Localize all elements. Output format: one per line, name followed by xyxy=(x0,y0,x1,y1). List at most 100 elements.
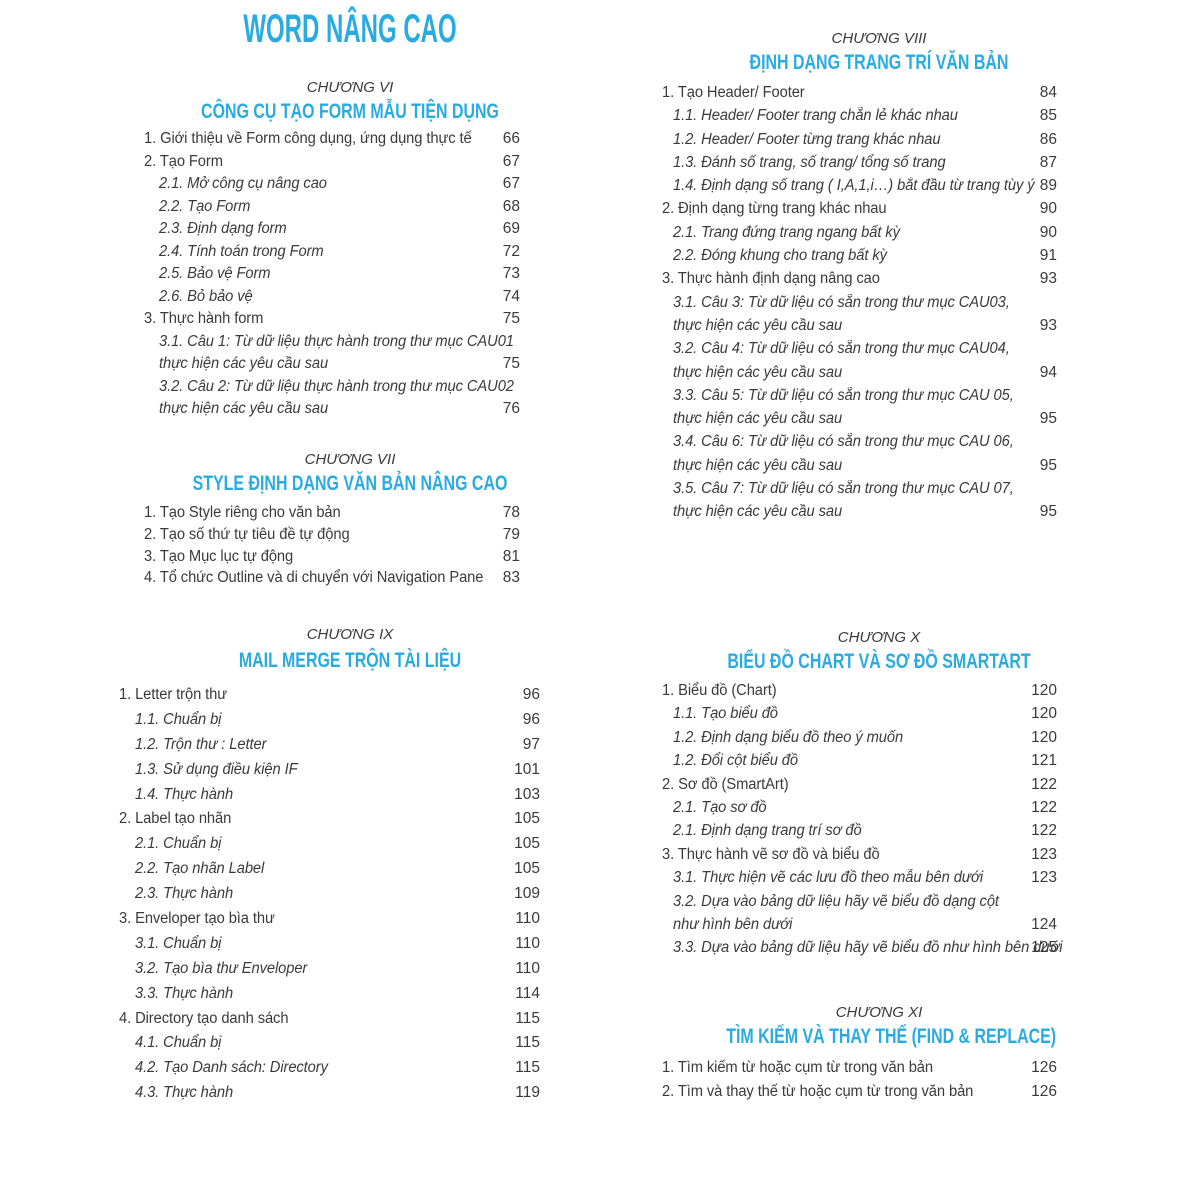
entry-page-number: 86 xyxy=(1039,130,1057,148)
entry-page-number: 87 xyxy=(1039,153,1057,171)
entry-page-number: 75 xyxy=(502,355,520,372)
entry-label-continued: thực hiện các yêu cầu sau xyxy=(673,456,843,474)
toc-entry: 3. Thực hành định dạng nâng cao 93 xyxy=(662,267,1057,290)
entry-line-1: 3.3. Câu 5: Từ dữ liệu có sẵn trong thư … xyxy=(673,384,1057,407)
entry-label: 1.1. Chuẩn bị xyxy=(135,710,222,728)
entry-label: 2.3. Định dạng form xyxy=(159,220,287,237)
toc-entry: 1.1. Header/ Footer trang chẵn lẻ khác n… xyxy=(662,104,1057,127)
toc-entry: 4.2. Tạo Danh sách: Directory 115 xyxy=(119,1056,540,1081)
entry-page-number: 67 xyxy=(502,152,520,170)
toc-entry: 3.2. Dựa vào bảng dữ liệu hãy vẽ biểu đồ… xyxy=(662,890,1057,937)
entry-page-number: 126 xyxy=(1031,1083,1057,1100)
toc-entry: 3.1. Câu 1: Từ dữ liệu thực hành trong t… xyxy=(144,331,520,376)
entry-label-continued: thực hiện các yêu cầu sau xyxy=(673,503,843,521)
entry-page-number: 110 xyxy=(515,934,540,952)
entry-label: 4. Directory tạo danh sách xyxy=(119,1009,289,1027)
toc-entry: 2.1. Tạo sơ đồ 122 xyxy=(662,796,1057,819)
toc-entry: 2.3. Thực hành 109 xyxy=(119,882,540,907)
entry-label: 1.1. Header/ Footer trang chẵn lẻ khác n… xyxy=(673,107,958,125)
toc-entry: 3. Enveloper tạo bìa thư 110 xyxy=(119,907,540,932)
entry-page-number: 115 xyxy=(515,1059,540,1077)
toc-entry: 4. Tổ chức Outline và di chuyển với Navi… xyxy=(144,567,520,589)
entry-page-number: 93 xyxy=(1039,270,1057,288)
toc-entry-list: 1. Tạo Style riêng cho văn bản 78 2. Tạo s… xyxy=(144,502,520,589)
entry-page-number: 123 xyxy=(1031,869,1057,887)
entry-label-continued: như hình bên dưới xyxy=(673,915,793,933)
chapter-title: CÔNG CỤ TẠO FORM MẪU TIỆN DỤNG xyxy=(201,100,499,123)
toc-entry: 3.2. Câu 2: Từ dữ liệu thực hành trong t… xyxy=(144,376,520,421)
toc-section-sec-vii: CHƯƠNG VII STYLE ĐỊNH DẠNG VĂN BẢN NÂNG C… xyxy=(118,452,550,589)
entry-line-2: thực hiện các yêu cầu sau xyxy=(159,398,520,421)
toc-entry: 3.1. Thực hiện vẽ các lưu đồ theo mẫu bê… xyxy=(662,866,1057,889)
entry-label: 1. Tìm kiếm từ hoặc cụm từ trong văn bản xyxy=(662,1059,934,1076)
toc-section-sec-xi: CHƯƠNG XI TÌM KIẾM VÀ THAY THẾ (FIND & RE… xyxy=(660,1005,1062,1104)
entry-label-continued: thực hiện các yêu cầu sau xyxy=(673,316,843,334)
entry-page-number: 95 xyxy=(1039,456,1057,474)
entry-label: 3.3. Dựa vào bảng dữ liệu hãy vẽ biểu đồ… xyxy=(673,939,1063,957)
entry-page-number: 115 xyxy=(515,1034,540,1052)
toc-entry: 2.6. Bỏ bảo vệ 74 xyxy=(144,286,520,309)
entry-label: 3.3. Câu 5: Từ dữ liệu có sẵn trong thư … xyxy=(673,386,1014,404)
toc-entry: 3. Tạo Mục lục tự động 81 xyxy=(144,546,520,568)
toc-column-right: CHƯƠNG VIII ĐỊNH DẠNG TRANG TRÍ VĂN BẢN 1.… xyxy=(660,0,1063,1200)
chapter-label: CHƯƠNG XI xyxy=(835,1004,923,1021)
entry-page-number: 89 xyxy=(1039,177,1057,195)
entry-page-number: 120 xyxy=(1031,705,1057,723)
entry-page-number: 121 xyxy=(1031,752,1057,770)
entry-page-number: 95 xyxy=(1039,410,1057,428)
entry-page-number: 125 xyxy=(1031,939,1057,957)
entry-label: 3.5. Câu 7: Từ dữ liệu có sẵn trong thư … xyxy=(673,480,1014,498)
toc-entry-list: 1. Tạo Header/ Footer 84 1.1. Header/ Foot… xyxy=(662,81,1057,524)
entry-line-1: 3.4. Câu 6: Từ dữ liệu có sẵn trong thư … xyxy=(673,430,1057,453)
entry-line-1: 3.2. Câu 2: Từ dữ liệu thực hành trong t… xyxy=(159,376,520,399)
entry-page-number: 72 xyxy=(502,242,520,260)
entry-label: 4.3. Thực hành xyxy=(135,1084,234,1102)
book-title: WORD NÂNG CAO xyxy=(243,7,457,51)
entry-page-number: 114 xyxy=(515,984,540,1002)
entry-label: 2.2. Tạo nhãn Label xyxy=(135,860,265,878)
chapter-label: CHƯƠNG VIII xyxy=(831,30,927,47)
toc-entry: 3.3. Câu 5: Từ dữ liệu có sẵn trong thư … xyxy=(662,384,1057,431)
entry-page-number: 122 xyxy=(1031,775,1057,793)
entry-label: 2. Định dạng từng trang khác nhau xyxy=(662,200,887,218)
entry-page-number: 120 xyxy=(1031,682,1057,699)
entry-page-number: 122 xyxy=(1031,822,1057,840)
entry-label: 4. Tổ chức Outline và di chuyển với Navi… xyxy=(144,569,484,587)
entry-page-number: 96 xyxy=(522,710,540,728)
entry-line-2: thực hiện các yêu cầu sau xyxy=(673,407,1057,430)
entry-label: 1.3. Sử dụng điều kiện IF xyxy=(135,760,298,778)
entry-page-number: 124 xyxy=(1031,915,1057,933)
entry-label: 3.3. Thực hành xyxy=(135,984,234,1002)
toc-entry: 2.3. Định dạng form 69 xyxy=(144,218,520,241)
entry-label: 1. Giới thiệu về Form công dụng, ứng dụn… xyxy=(144,130,472,147)
entry-page-number: 123 xyxy=(1031,845,1057,863)
chapter-title: MAIL MERGE TRỘN TÀI LIỆU xyxy=(238,649,462,672)
entry-label: 3. Thực hành vẽ sơ đồ và biểu đồ xyxy=(662,845,880,863)
entry-label: 3. Tạo Mục lục tự động xyxy=(144,547,294,565)
entry-label: 1.2. Đổi cột biểu đồ xyxy=(673,752,798,770)
chapter-label: CHƯƠNG X xyxy=(837,629,921,646)
toc-entry: 1. Tạo Header/ Footer 84 xyxy=(662,81,1057,104)
toc-entry: 2.4. Tính toán trong Form 72 xyxy=(144,241,520,264)
toc-entry: 1.3. Sử dụng điều kiện IF 101 xyxy=(119,758,540,783)
entry-label: 3.1. Câu 3: Từ dữ liệu có sẵn trong thư … xyxy=(673,293,1010,311)
toc-entry: 4.1. Chuẩn bị 115 xyxy=(119,1031,540,1056)
entry-page-number: 75 xyxy=(502,310,520,327)
entry-label: 1.4. Thực hành xyxy=(135,785,234,803)
entry-label-continued: thực hiện các yêu cầu sau xyxy=(159,355,329,372)
entry-label: 1.4. Định dạng số trang ( I,A,1,i…) bắt … xyxy=(673,177,1035,195)
toc-section-sec-x: CHƯƠNG X BIỂU ĐỒ CHART VÀ SƠ ĐỒ SMARTART 1… xyxy=(660,630,1063,960)
toc-entry: 2. Label tạo nhãn 105 xyxy=(119,807,540,832)
entry-label: 2.1. Định dạng trang trí sơ đồ xyxy=(673,822,862,840)
entry-line-1: 3.5. Câu 7: Từ dữ liệu có sẵn trong thư … xyxy=(673,477,1057,500)
entry-label: 2. Tìm và thay thế từ hoặc cụm từ trong … xyxy=(662,1083,974,1100)
entry-label: 4.2. Tạo Danh sách: Directory xyxy=(135,1059,328,1077)
entry-label: 3.1. Thực hiện vẽ các lưu đồ theo mẫu bê… xyxy=(673,869,984,887)
toc-entry: 2.2. Đóng khung cho trang bất kỳ 91 xyxy=(662,244,1057,267)
chapter-title: ĐỊNH DẠNG TRANG TRÍ VĂN BẢN xyxy=(749,51,1009,74)
entry-label: 1.1. Tạo biểu đồ xyxy=(673,705,778,723)
entry-page-number: 115 xyxy=(515,1009,540,1027)
entry-page-number: 78 xyxy=(502,504,520,521)
entry-label: 3.2. Câu 2: Từ dữ liệu thực hành trong t… xyxy=(159,377,514,395)
entry-page-number: 69 xyxy=(502,220,520,237)
